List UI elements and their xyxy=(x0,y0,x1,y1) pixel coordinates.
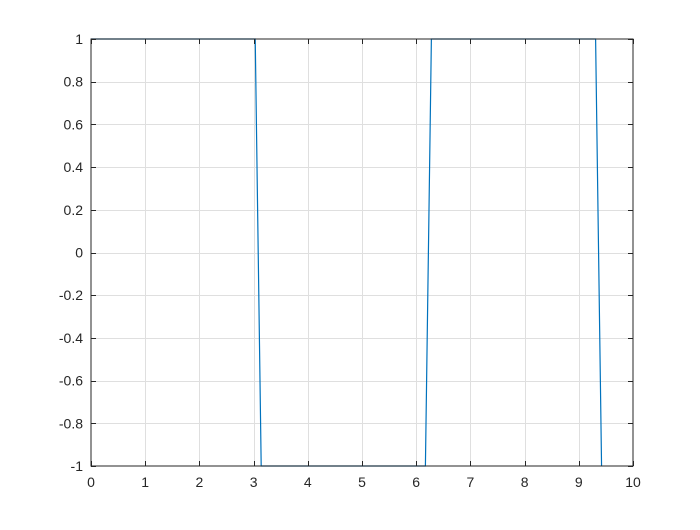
x-tick-label: 8 xyxy=(521,474,529,490)
y-tick-label: -0.6 xyxy=(59,373,83,389)
x-tick-label: 4 xyxy=(304,474,312,490)
x-tick-label: 7 xyxy=(467,474,475,490)
y-tick-label: -0.8 xyxy=(59,415,83,431)
x-tick-labels: 0 1 2 3 4 5 6 7 8 9 10 xyxy=(87,474,641,490)
y-tick-label: -1 xyxy=(71,458,84,474)
x-tick-label: 0 xyxy=(87,474,95,490)
y-tick-labels: -1 -0.8 -0.6 -0.4 -0.2 0 0.2 0.4 0.6 0.8 1 xyxy=(59,31,83,474)
x-tick-label: 9 xyxy=(575,474,583,490)
y-tick-label: 0.8 xyxy=(64,74,84,90)
y-tick-label: 0.6 xyxy=(64,116,84,132)
y-tick-label: 0 xyxy=(75,245,83,261)
y-tick-label: -0.4 xyxy=(59,330,83,346)
y-tick-label: 0.2 xyxy=(64,202,84,218)
x-tick-label: 3 xyxy=(250,474,258,490)
x-tick-label: 5 xyxy=(358,474,366,490)
y-tick-label: 1 xyxy=(75,31,83,47)
x-tick-label: 6 xyxy=(412,474,420,490)
y-tick-label: -0.2 xyxy=(59,287,83,303)
x-tick-label: 10 xyxy=(625,474,641,490)
y-tick-label: 0.4 xyxy=(64,159,84,175)
x-tick-label: 2 xyxy=(196,474,204,490)
x-tick-label: 1 xyxy=(141,474,149,490)
